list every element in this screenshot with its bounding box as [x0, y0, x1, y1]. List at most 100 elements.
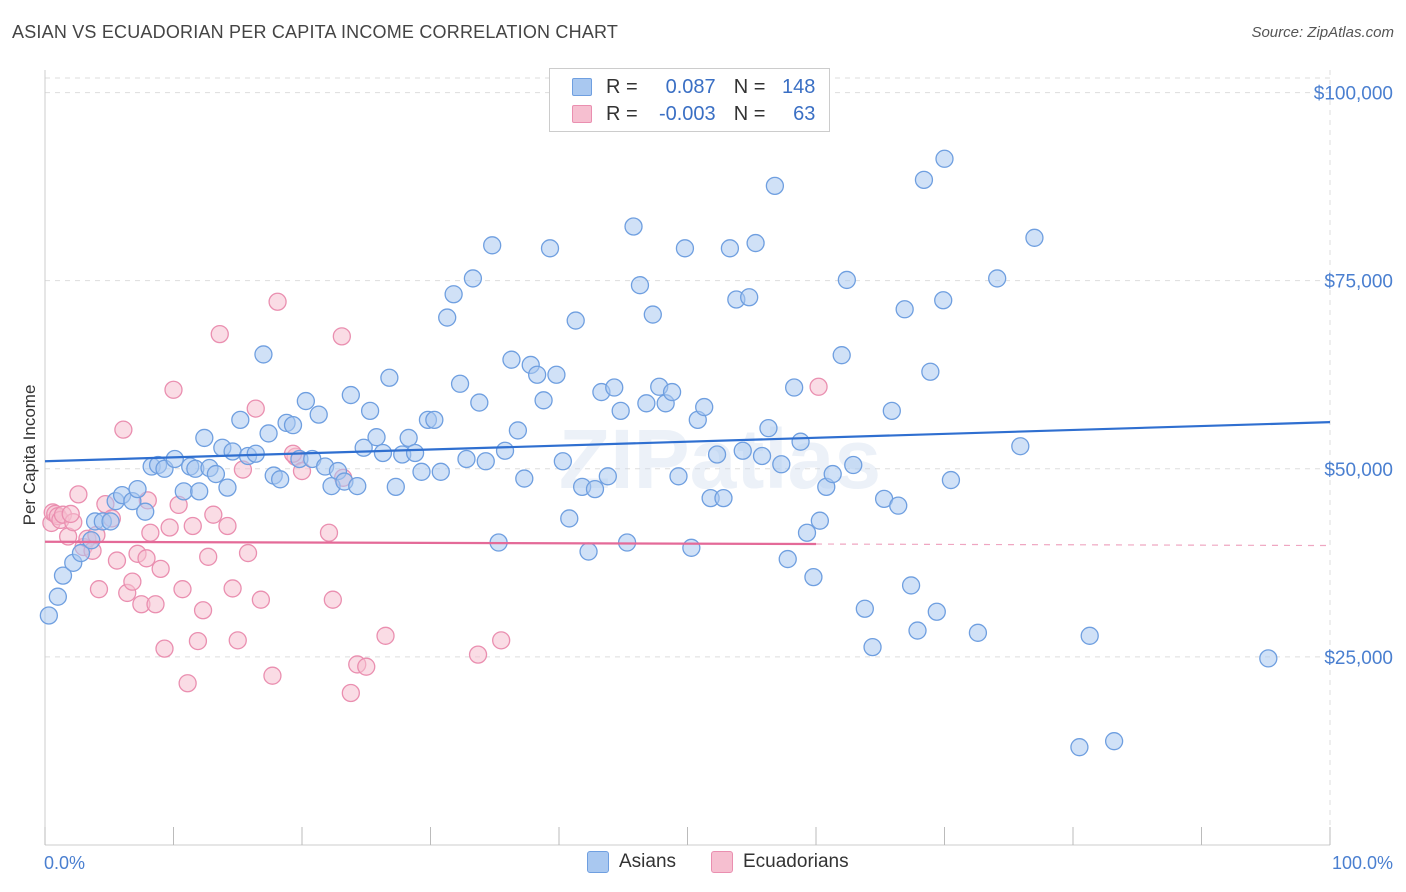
legend-item-ecuadorians[interactable]: Ecuadorians [711, 851, 849, 873]
data-point[interactable] [128, 479, 147, 499]
data-point[interactable] [528, 365, 547, 384]
data-point[interactable] [560, 509, 579, 528]
data-point[interactable] [566, 311, 585, 330]
data-point[interactable] [319, 523, 339, 542]
data-point[interactable] [137, 549, 156, 568]
data-point[interactable] [399, 428, 418, 448]
data-point[interactable] [380, 368, 399, 387]
data-point[interactable] [444, 285, 463, 304]
data-point[interactable] [457, 449, 476, 469]
data-point[interactable] [178, 674, 197, 693]
data-point[interactable] [837, 270, 856, 290]
data-point[interactable] [268, 292, 287, 311]
data-point[interactable] [889, 496, 908, 515]
data-point[interactable] [367, 428, 386, 447]
data-point[interactable] [508, 421, 528, 440]
data-point[interactable] [231, 410, 250, 430]
data-point[interactable] [323, 590, 342, 609]
data-point[interactable] [223, 442, 242, 461]
data-point[interactable] [210, 324, 229, 344]
data-point[interactable] [611, 401, 630, 420]
data-point[interactable] [254, 345, 273, 364]
data-point[interactable] [373, 443, 393, 463]
data-point[interactable] [1259, 649, 1278, 668]
data-point[interactable] [39, 606, 59, 625]
data-point[interactable] [765, 176, 785, 196]
data-point[interactable] [1104, 732, 1124, 751]
data-point[interactable] [71, 543, 91, 563]
data-point[interactable] [412, 462, 431, 481]
data-point[interactable] [61, 504, 80, 524]
data-point[interactable] [579, 542, 598, 561]
data-point[interactable] [534, 391, 553, 410]
data-point[interactable] [921, 362, 940, 381]
data-point[interactable] [988, 269, 1007, 288]
data-point[interactable] [251, 590, 271, 609]
data-point[interactable] [53, 566, 73, 585]
data-point[interactable] [463, 269, 483, 288]
data-point[interactable] [809, 377, 828, 396]
data-point[interactable] [968, 623, 988, 642]
data-point[interactable] [228, 631, 247, 650]
data-point[interactable] [450, 374, 470, 393]
data-point[interactable] [190, 482, 209, 501]
data-point[interactable] [107, 551, 127, 570]
data-point[interactable] [160, 518, 179, 537]
data-point[interactable] [797, 523, 817, 542]
data-point[interactable] [547, 365, 566, 384]
data-point[interactable] [238, 543, 258, 563]
data-point[interactable] [146, 595, 165, 614]
data-point[interactable] [934, 291, 953, 310]
data-point[interactable] [844, 455, 863, 475]
data-point[interactable] [901, 576, 921, 595]
data-point[interactable] [515, 469, 534, 488]
data-point[interactable] [746, 233, 765, 253]
data-point[interactable] [341, 385, 360, 405]
data-point[interactable] [332, 327, 351, 346]
data-point[interactable] [675, 239, 695, 258]
data-point[interactable] [785, 378, 804, 397]
data-point[interactable] [927, 602, 946, 621]
data-point[interactable] [246, 399, 265, 418]
data-point[interactable] [69, 485, 88, 504]
data-point[interactable] [218, 516, 237, 536]
data-point[interactable] [624, 217, 643, 236]
data-point[interactable] [740, 288, 759, 307]
data-point[interactable] [695, 397, 714, 417]
data-point[interactable] [193, 601, 213, 620]
data-point[interactable] [502, 350, 521, 369]
data-point[interactable] [183, 516, 202, 536]
data-point[interactable] [223, 579, 242, 598]
data-point[interactable] [114, 420, 133, 439]
data-point[interactable] [283, 415, 303, 435]
data-point[interactable] [173, 580, 192, 599]
data-point[interactable] [151, 559, 170, 579]
data-point[interactable] [165, 449, 184, 469]
data-point[interactable] [882, 401, 901, 420]
data-point[interactable] [804, 567, 823, 587]
data-point[interactable] [309, 405, 328, 424]
data-point[interactable] [720, 239, 740, 258]
data-point[interactable] [598, 467, 617, 486]
data-point[interactable] [630, 276, 650, 295]
data-point[interactable] [1080, 626, 1099, 645]
data-point[interactable] [714, 488, 733, 508]
data-point[interactable] [218, 478, 237, 497]
data-point[interactable] [82, 531, 101, 550]
data-point[interactable] [141, 523, 160, 542]
data-point[interactable] [206, 464, 226, 484]
data-point[interactable] [752, 446, 772, 466]
data-point[interactable] [360, 401, 380, 420]
data-point[interactable] [155, 639, 174, 658]
data-point[interactable] [643, 305, 662, 324]
data-point[interactable] [357, 657, 376, 676]
data-point[interactable] [495, 441, 515, 460]
data-point[interactable] [438, 308, 457, 327]
data-point[interactable] [540, 239, 560, 258]
data-point[interactable] [908, 621, 927, 640]
data-point[interactable] [895, 300, 914, 319]
data-point[interactable] [199, 547, 218, 566]
data-point[interactable] [935, 149, 954, 168]
data-point[interactable] [733, 441, 752, 460]
data-point[interactable] [492, 631, 511, 650]
